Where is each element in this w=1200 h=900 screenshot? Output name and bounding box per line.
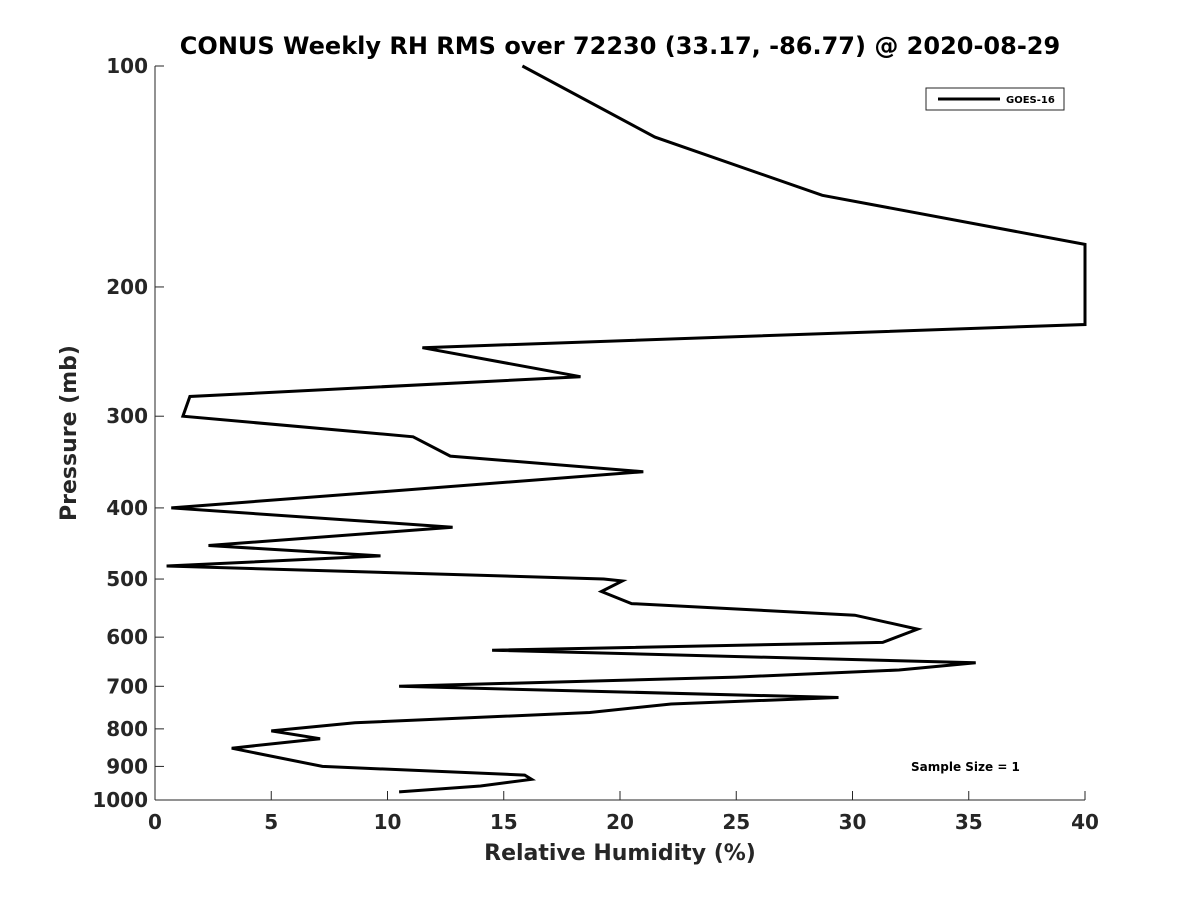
y-tick-label: 200 xyxy=(106,275,148,299)
y-tick-label: 900 xyxy=(106,754,148,778)
x-tick-label: 0 xyxy=(148,810,162,834)
x-tick-label: 10 xyxy=(374,810,402,834)
sample-size-annotation: Sample Size = 1 xyxy=(911,760,1020,774)
y-tick-label: 500 xyxy=(106,567,148,591)
y-tick-label: 700 xyxy=(106,674,148,698)
y-tick-label: 800 xyxy=(106,717,148,741)
x-tick-label: 40 xyxy=(1071,810,1099,834)
x-tick-label: 35 xyxy=(955,810,983,834)
y-tick-label: 1000 xyxy=(92,788,148,812)
y-tick-label: 400 xyxy=(106,496,148,520)
y-tick-label: 100 xyxy=(106,54,148,78)
y-ticks: 100 200 300 400 500 600 700 800 900 1000 xyxy=(92,54,164,812)
series-line-goes-16 xyxy=(166,64,1087,794)
y-tick-label: 300 xyxy=(106,404,148,428)
legend-label-goes-16: GOES-16 xyxy=(1006,95,1055,106)
x-tick-label: 25 xyxy=(722,810,750,834)
legend: GOES-16 xyxy=(925,87,1065,111)
x-tick-label: 15 xyxy=(490,810,518,834)
x-tick-label: 5 xyxy=(264,810,278,834)
y-tick-label: 600 xyxy=(106,625,148,649)
x-ticks: 0 5 10 15 20 25 30 35 40 xyxy=(148,791,1099,834)
x-axis-label: Relative Humidity (%) xyxy=(484,841,756,866)
y-axis-label: Pressure (mb) xyxy=(57,345,82,521)
x-tick-label: 20 xyxy=(606,810,634,834)
chart-title: CONUS Weekly RH RMS over 72230 (33.17, -… xyxy=(180,32,1060,60)
plot-area xyxy=(166,64,1087,794)
x-tick-label: 30 xyxy=(839,810,867,834)
